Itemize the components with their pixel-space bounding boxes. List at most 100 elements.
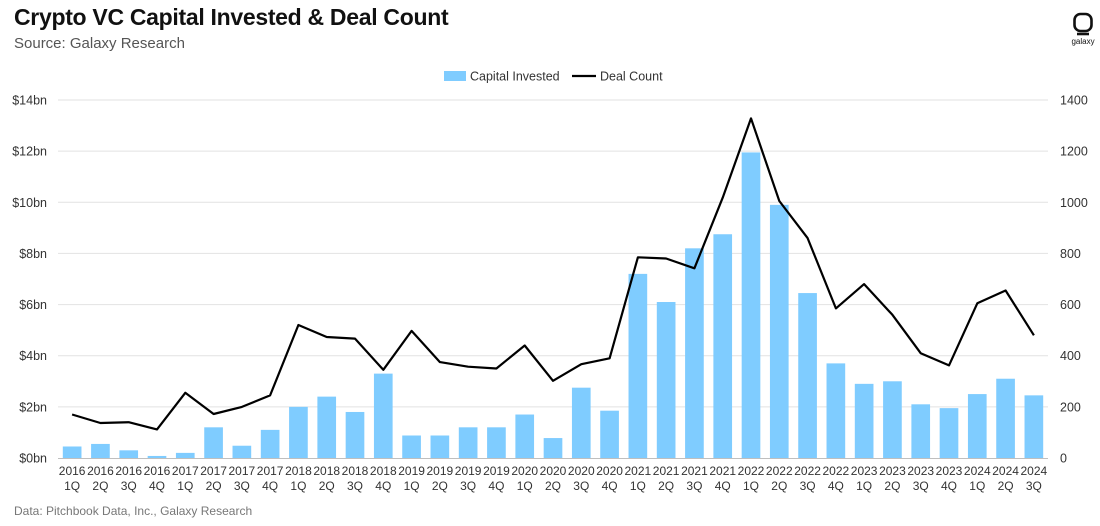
y-right-tick-label: 200	[1060, 400, 1081, 414]
bar	[939, 408, 959, 458]
y-left-tick-label: $2bn	[19, 400, 47, 414]
y-right-tick-label: 600	[1060, 298, 1081, 312]
x-tick-label-year: 2016	[144, 464, 171, 478]
x-tick-label-quarter: 1Q	[743, 479, 759, 493]
x-tick-label-year: 2022	[766, 464, 793, 478]
x-tick-label-year: 2019	[398, 464, 425, 478]
x-tick-label-year: 2022	[823, 464, 850, 478]
bar	[685, 248, 704, 458]
bar	[996, 378, 1015, 458]
x-tick-label-quarter: 3Q	[347, 479, 363, 493]
x-tick-label-year: 2023	[936, 464, 963, 478]
x-tick-label-year: 2020	[540, 464, 567, 478]
x-tick-label-year: 2020	[511, 464, 538, 478]
x-tick-label-year: 2017	[200, 464, 227, 478]
x-tick-label-year: 2017	[172, 464, 199, 478]
y-left-tick-label: $6bn	[19, 298, 47, 312]
x-tick-label-year: 2023	[907, 464, 934, 478]
bar	[543, 438, 563, 458]
y-left-tick-label: $4bn	[19, 349, 47, 363]
x-tick-label-year: 2023	[879, 464, 906, 478]
legend-label-deal-count: Deal Count	[600, 70, 663, 84]
x-tick-label-quarter: 2Q	[206, 479, 222, 493]
bar	[345, 411, 365, 458]
x-tick-label-year: 2018	[313, 464, 340, 478]
x-tick-label-quarter: 3Q	[800, 479, 816, 493]
x-tick-label-quarter: 2Q	[658, 479, 674, 493]
x-tick-label-year: 2017	[257, 464, 284, 478]
x-tick-label-quarter: 4Q	[602, 479, 618, 493]
bar	[769, 204, 789, 458]
bar	[373, 373, 393, 458]
chart-subtitle: Source: Galaxy Research	[14, 35, 185, 52]
x-tick-label-quarter: 1Q	[969, 479, 985, 493]
x-tick-label-year: 2024	[1021, 464, 1048, 478]
x-tick-label-quarter: 2Q	[884, 479, 900, 493]
bar	[515, 414, 535, 458]
line-deal-count	[71, 117, 1035, 431]
y-right-tick-label: 800	[1060, 247, 1081, 261]
x-tick-label-quarter: 4Q	[828, 479, 844, 493]
x-tick-label-quarter: 2Q	[432, 479, 448, 493]
legend-label-capital-invested: Capital Invested	[470, 70, 560, 84]
bar	[967, 394, 987, 458]
x-tick-label-year: 2016	[59, 464, 86, 478]
bar	[600, 410, 619, 458]
x-tick-label-quarter: 3Q	[686, 479, 702, 493]
bar	[119, 450, 139, 458]
x-tick-label-year: 2020	[596, 464, 623, 478]
y-right-tick-label: 400	[1060, 349, 1081, 363]
x-tick-label-year: 2017	[229, 464, 256, 478]
bar	[628, 273, 648, 458]
x-tick-label-year: 2019	[455, 464, 482, 478]
x-tick-label-quarter: 3Q	[913, 479, 929, 493]
x-tick-label-quarter: 2Q	[998, 479, 1014, 493]
bar	[741, 152, 761, 458]
x-tick-label-quarter: 4Q	[149, 479, 165, 493]
bar	[317, 396, 337, 458]
bar	[232, 445, 252, 458]
bar	[713, 234, 733, 458]
bar	[854, 383, 874, 458]
y-left-tick-label: $8bn	[19, 247, 47, 261]
logo-wordmark: galaxy	[1071, 37, 1095, 46]
x-tick-label-year: 2021	[653, 464, 680, 478]
x-tick-label-quarter: 2Q	[92, 479, 108, 493]
x-tick-label-year: 2022	[794, 464, 821, 478]
bar	[656, 302, 676, 458]
bar	[571, 387, 591, 458]
x-tick-label-year: 2018	[285, 464, 312, 478]
bar	[91, 443, 110, 458]
y-left-tick-label: $14bn	[12, 94, 47, 108]
x-tick-label-year: 2024	[964, 464, 991, 478]
x-tick-label-quarter: 4Q	[488, 479, 504, 493]
x-tick-label-quarter: 2Q	[319, 479, 335, 493]
x-tick-label-quarter: 3Q	[1026, 479, 1042, 493]
x-tick-label-year: 2018	[370, 464, 397, 478]
bars-capital-invested	[62, 152, 1044, 458]
x-tick-label-year: 2019	[427, 464, 454, 478]
bar	[430, 435, 450, 458]
x-tick-label-quarter: 3Q	[460, 479, 476, 493]
x-tick-label-year: 2019	[483, 464, 510, 478]
legend: Capital Invested Deal Count	[444, 70, 663, 84]
x-tick-label-quarter: 1Q	[290, 479, 306, 493]
bar	[204, 427, 223, 458]
y-left-tick-label: $10bn	[12, 196, 47, 210]
legend-swatch-capital-invested	[444, 71, 466, 81]
bar	[798, 293, 817, 458]
x-tick-label-quarter: 1Q	[404, 479, 420, 493]
galaxy-logo-icon	[1073, 12, 1093, 36]
bar	[1024, 395, 1044, 458]
bar	[402, 435, 421, 458]
y-left-tick-label: $0bn	[19, 452, 47, 466]
x-tick-label-year: 2018	[342, 464, 369, 478]
x-tick-label-quarter: 1Q	[177, 479, 193, 493]
x-tick-label-quarter: 4Q	[375, 479, 391, 493]
x-tick-label-quarter: 3Q	[573, 479, 589, 493]
gridlines	[58, 99, 1048, 408]
y-right-tick-label: 0	[1060, 452, 1067, 466]
x-tick-label-year: 2020	[568, 464, 595, 478]
x-tick-label-quarter: 3Q	[234, 479, 250, 493]
